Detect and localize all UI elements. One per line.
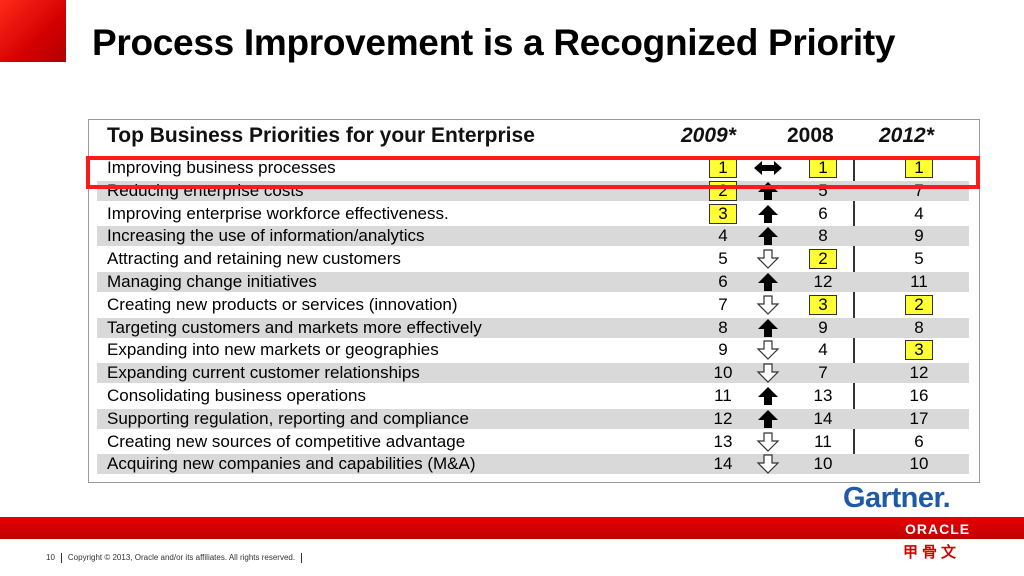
rank-2012: 4 bbox=[914, 203, 924, 223]
rank-2008: 13 bbox=[813, 386, 833, 405]
table-row: Consolidating business operations 11 13 16 bbox=[97, 386, 969, 406]
row-label: Acquiring new companies and capabilities… bbox=[107, 454, 476, 474]
oracle-logo: ORACLE bbox=[905, 521, 971, 537]
rank-2012: 10 bbox=[909, 454, 929, 474]
rank-2009: 11 bbox=[714, 386, 732, 405]
table-row: Expanding into new markets or geographie… bbox=[97, 340, 969, 361]
arrow-up-icon bbox=[753, 386, 783, 406]
rank-2008-highlighted: 2 bbox=[809, 249, 837, 270]
copyright-text: Copyright © 2013, Oracle and/or its affi… bbox=[67, 553, 296, 563]
arrow-up-icon bbox=[753, 272, 783, 292]
rank-2012: 7 bbox=[914, 180, 924, 200]
row-label: Creating new products or services (innov… bbox=[107, 294, 458, 314]
arrow-left-right-icon bbox=[753, 158, 783, 178]
rank-2009-highlighted: 1 bbox=[709, 158, 737, 178]
arrow-down-icon bbox=[753, 295, 783, 315]
rank-2009: 8 bbox=[718, 317, 728, 337]
table-row: Acquiring new companies and capabilities… bbox=[97, 454, 969, 475]
arrow-down-icon bbox=[753, 249, 783, 270]
rank-2012: 11 bbox=[910, 272, 928, 291]
rank-2012: 12 bbox=[909, 363, 929, 383]
rank-2008-highlighted: 1 bbox=[809, 158, 837, 178]
table-row: Targeting customers and markets more eff… bbox=[97, 317, 969, 338]
gartner-logo: Gartner. bbox=[843, 482, 951, 514]
rank-2009: 5 bbox=[718, 249, 728, 269]
arrow-down-icon bbox=[753, 454, 783, 475]
rank-2008: 7 bbox=[818, 363, 828, 383]
rank-2009-highlighted: 3 bbox=[709, 203, 737, 224]
footer-red-bar bbox=[0, 517, 1024, 539]
row-label: Increasing the use of information/analyt… bbox=[107, 226, 425, 246]
rank-2008: 11 bbox=[814, 431, 832, 451]
title-accent-block bbox=[0, 0, 66, 62]
table-header: Top Business Priorities for your Enterpr… bbox=[89, 120, 979, 158]
rank-2012: 9 bbox=[914, 226, 924, 246]
rank-2012-highlighted: 3 bbox=[905, 340, 933, 361]
arrow-down-icon bbox=[753, 363, 783, 384]
rank-2009: 12 bbox=[713, 408, 733, 428]
highlight-box bbox=[86, 156, 980, 189]
table-row: Creating new sources of competitive adva… bbox=[97, 432, 969, 452]
table-row: Supporting regulation, reporting and com… bbox=[97, 408, 969, 429]
table-row: Improving enterprise workforce effective… bbox=[97, 203, 969, 224]
rank-2012: 6 bbox=[914, 431, 924, 451]
priorities-table: Top Business Priorities for your Enterpr… bbox=[88, 119, 980, 483]
rank-2012: 8 bbox=[914, 317, 924, 337]
page-number: 10 bbox=[46, 553, 55, 563]
arrow-up-icon bbox=[753, 409, 783, 429]
arrow-down-icon bbox=[753, 340, 783, 361]
row-label: Improving enterprise workforce effective… bbox=[107, 203, 449, 223]
arrow-up-icon bbox=[753, 226, 783, 246]
table-row: Creating new products or services (innov… bbox=[97, 294, 969, 315]
rank-2008: 5 bbox=[818, 180, 828, 200]
rank-2008: 10 bbox=[813, 454, 833, 474]
rank-2009: 14 bbox=[713, 454, 733, 474]
row-label: Creating new sources of competitive adva… bbox=[107, 431, 466, 451]
table-row: Managing change initiatives 6 12 11 bbox=[97, 272, 969, 292]
row-label: Targeting customers and markets more eff… bbox=[107, 317, 482, 337]
row-label: Supporting regulation, reporting and com… bbox=[107, 408, 469, 428]
row-label: Consolidating business operations bbox=[107, 386, 366, 405]
rank-2008: 9 bbox=[818, 317, 828, 337]
rank-2009: 6 bbox=[718, 272, 728, 291]
table-row: Attracting and retaining new customers 5 2… bbox=[97, 249, 969, 270]
rank-2008: 8 bbox=[818, 226, 828, 246]
oracle-cn-logo: 甲骨文 bbox=[903, 544, 961, 561]
table-row: Increasing the use of information/analyt… bbox=[97, 226, 969, 247]
rank-2008: 4 bbox=[818, 340, 828, 360]
rank-2012: 17 bbox=[909, 408, 929, 428]
rank-2012: 5 bbox=[914, 249, 924, 269]
rank-2009: 4 bbox=[718, 226, 728, 246]
arrow-down-icon bbox=[753, 431, 783, 452]
rank-2008: 6 bbox=[818, 203, 828, 223]
rank-2008: 12 bbox=[813, 272, 833, 291]
rank-2008-highlighted: 3 bbox=[809, 294, 837, 315]
header-2008: 2008 bbox=[787, 124, 834, 147]
rank-2009: 7 bbox=[718, 294, 728, 314]
table-row: Expanding current customer relationships… bbox=[97, 363, 969, 384]
header-2009: 2009* bbox=[681, 124, 736, 147]
rank-2009: 13 bbox=[713, 431, 733, 451]
row-label: Expanding current customer relationships bbox=[107, 363, 420, 383]
row-label: Attracting and retaining new customers bbox=[107, 249, 401, 269]
header-2012: 2012* bbox=[879, 124, 934, 147]
table-row: Improving business processes 1 1 1 bbox=[97, 158, 969, 178]
header-title: Top Business Priorities for your Enterpr… bbox=[107, 124, 535, 147]
footer: 10 Copyright © 2013, Oracle and/or its af… bbox=[46, 553, 308, 563]
arrow-up-icon bbox=[753, 204, 783, 224]
row-label: Improving business processes bbox=[107, 158, 336, 177]
row-label: Expanding into new markets or geographie… bbox=[107, 340, 439, 360]
arrow-up-icon bbox=[753, 318, 783, 338]
rank-2009: 10 bbox=[713, 363, 733, 383]
rank-2009: 9 bbox=[718, 340, 728, 360]
row-label: Managing change initiatives bbox=[107, 272, 317, 291]
slide-title: Process Improvement is a Recognized Prio… bbox=[92, 22, 896, 63]
rank-2012: 16 bbox=[909, 386, 929, 405]
column-divider bbox=[853, 156, 855, 474]
rank-2012-highlighted: 2 bbox=[905, 294, 933, 315]
rank-2008: 14 bbox=[813, 408, 833, 428]
arrow-up-icon bbox=[753, 181, 783, 201]
